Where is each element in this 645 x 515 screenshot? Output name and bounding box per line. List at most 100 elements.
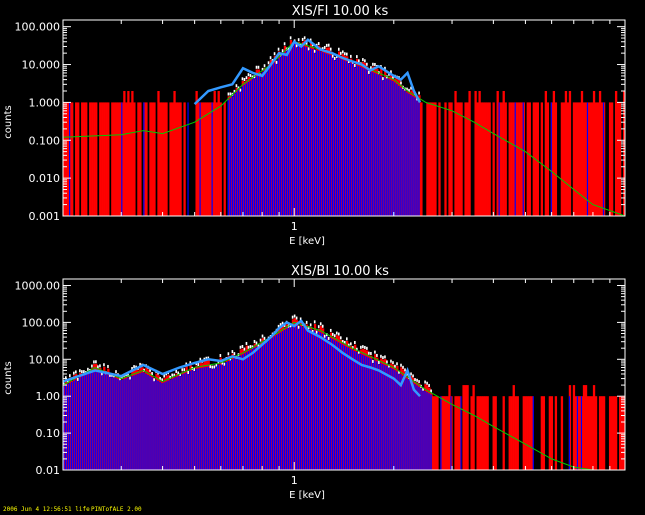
observed-count-mark — [227, 92, 230, 96]
observed-count-mark — [289, 36, 292, 40]
residual-bin — [448, 385, 451, 470]
model-bin — [261, 72, 264, 216]
residual-bin — [516, 102, 519, 216]
model-bin — [410, 381, 412, 470]
residual-bin — [145, 102, 148, 216]
model-bin — [329, 55, 332, 216]
model-bin — [388, 79, 390, 216]
residual-bin — [456, 102, 459, 216]
residual-bin — [456, 396, 459, 470]
model-bin — [145, 373, 147, 470]
residual-bin — [512, 385, 515, 470]
model-bin — [344, 345, 346, 470]
residual-bin — [207, 102, 210, 216]
model-bin — [307, 328, 310, 470]
smoothed-model-curve — [62, 319, 421, 398]
observed-count-mark — [295, 44, 298, 48]
residual-bin — [530, 396, 533, 470]
observed-count-mark — [341, 50, 344, 54]
residual-bin — [448, 102, 451, 216]
residual-bin — [95, 102, 98, 216]
observed-count-mark — [109, 373, 111, 377]
observed-count-mark — [277, 324, 280, 328]
model-bin — [331, 339, 334, 470]
observed-count-mark — [384, 355, 386, 359]
model-bin — [199, 368, 201, 470]
residual-bin — [223, 102, 226, 216]
residual-bin — [432, 396, 435, 470]
residual-bin — [500, 102, 503, 216]
model-bin — [380, 363, 382, 470]
residual-bin — [137, 102, 140, 216]
model-bin — [366, 356, 368, 470]
model-bin — [301, 326, 304, 470]
model-bin — [85, 374, 87, 470]
model-bin — [309, 329, 312, 470]
residual-bin — [528, 396, 531, 470]
observed-count-mark — [327, 43, 330, 47]
residual-bin — [502, 396, 505, 470]
model-bin — [408, 93, 410, 216]
model-bin — [364, 68, 366, 216]
model-bin — [335, 57, 338, 216]
residual-bin — [586, 396, 590, 470]
observed-count-mark — [239, 345, 242, 349]
observed-count-mark — [69, 374, 71, 378]
model-bin — [231, 96, 233, 216]
residual-bin — [560, 102, 564, 216]
model-bin — [378, 74, 380, 217]
observed-count-mark — [263, 64, 266, 68]
y-tick-label: 100.00 — [22, 316, 61, 329]
residual-bin — [103, 102, 106, 216]
model-bin — [305, 47, 308, 217]
observed-count-mark — [249, 74, 252, 78]
residual-bin — [504, 102, 507, 216]
observed-count-mark — [344, 52, 346, 56]
model-bin — [117, 378, 119, 470]
model-bin — [167, 380, 169, 470]
model-bin — [257, 345, 260, 470]
model-bin — [259, 344, 262, 470]
model-bin — [65, 385, 67, 470]
model-bin — [382, 76, 384, 217]
model-bin — [346, 346, 348, 470]
model-bin — [358, 66, 360, 217]
observed-count-mark — [364, 59, 366, 63]
residual-bin — [113, 102, 116, 216]
residual-bin — [608, 396, 612, 470]
model-bin — [424, 391, 426, 470]
residual-bin — [578, 396, 582, 470]
model-bin — [215, 365, 217, 470]
observed-count-mark — [295, 316, 298, 320]
observed-count-mark — [317, 42, 320, 46]
model-bin — [311, 329, 314, 470]
model-bin — [321, 52, 324, 217]
model-bin — [273, 62, 276, 216]
model-bin — [412, 382, 414, 470]
residual-bin — [596, 102, 600, 216]
model-bin — [339, 343, 342, 470]
observed-count-mark — [350, 342, 352, 346]
model-bin — [217, 364, 219, 470]
observed-count-mark — [422, 387, 424, 391]
panel-axes: 0.01 0.10 1.00 10.00 100.00 1000.00 1 — [15, 279, 626, 487]
model-bin — [408, 379, 410, 470]
observed-count-mark — [221, 361, 224, 365]
observed-count-mark — [341, 340, 344, 344]
model-bin — [450, 396, 452, 470]
observed-count-mark — [161, 378, 163, 382]
continuum-curve — [62, 321, 625, 471]
observed-count-mark — [344, 340, 346, 344]
model-bin — [348, 347, 350, 470]
model-bin — [205, 367, 207, 470]
model-bin — [239, 88, 242, 216]
model-bin — [376, 361, 378, 470]
model-bin — [147, 374, 149, 470]
residual-bin — [612, 396, 616, 470]
observed-count-mark — [83, 370, 85, 374]
model-bin — [291, 324, 294, 470]
model-bin — [319, 51, 322, 216]
observed-count-mark — [333, 56, 336, 60]
model-bin — [253, 347, 256, 470]
observed-count-mark — [410, 372, 412, 376]
